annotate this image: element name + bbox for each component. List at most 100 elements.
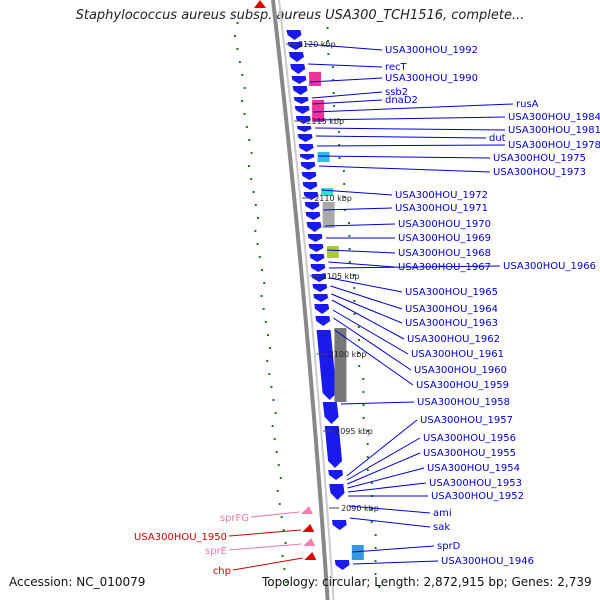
gc-mark-inner — [236, 48, 239, 50]
forward-gene-arrow — [294, 106, 310, 114]
gene-label: USA300HOU_1972 — [395, 190, 488, 201]
label-leader — [315, 135, 487, 139]
label-leader — [315, 127, 506, 131]
label-leader — [310, 77, 383, 83]
feature-block — [312, 100, 325, 122]
label-leader — [353, 560, 439, 565]
forward-gene-arrow — [300, 162, 316, 170]
reverse-gene-arrow — [254, 0, 266, 8]
gc-mark-inner — [273, 438, 276, 440]
gc-mark-inner — [269, 347, 272, 349]
label-leader — [346, 419, 418, 477]
label-leader — [347, 452, 421, 485]
gc-mark-outer — [326, 27, 329, 29]
label-leader — [348, 505, 431, 514]
gc-mark-outer — [343, 196, 346, 198]
label-leader — [332, 309, 409, 355]
gc-mark-inner — [280, 516, 283, 518]
forward-gene-arrow — [329, 484, 345, 500]
label-leader — [232, 557, 303, 571]
label-leader — [228, 543, 302, 551]
feature-block — [322, 202, 335, 228]
gc-mark-outer — [370, 508, 373, 510]
gc-mark-inner — [271, 425, 274, 427]
feature-block — [309, 72, 322, 86]
forward-gene-arrow — [316, 330, 337, 400]
gene-label: USA300HOU_1968 — [398, 248, 491, 259]
gene-label: sak — [433, 522, 450, 533]
gc-mark-inner — [283, 568, 286, 570]
feature-block — [321, 188, 334, 196]
gc-mark-inner — [263, 282, 266, 284]
label-leader — [305, 43, 383, 51]
gc-mark-inner — [278, 503, 281, 505]
feature-block — [326, 246, 339, 258]
gc-mark-outer — [332, 92, 335, 94]
gc-mark-inner — [257, 217, 260, 219]
gc-mark-outer — [378, 586, 381, 588]
gc-mark-inner — [241, 74, 244, 76]
tick-label: 2110 kbp — [314, 194, 352, 203]
label-leader — [347, 482, 427, 493]
label-leader — [312, 99, 383, 105]
gene-label: USA300HOU_1973 — [493, 167, 586, 178]
gc-mark-outer — [338, 144, 341, 146]
reverse-gene-arrow — [304, 552, 317, 560]
gc-mark-outer — [327, 53, 330, 55]
gc-mark-inner — [245, 126, 248, 128]
forward-gene-arrow — [306, 222, 322, 232]
forward-gene-arrow — [310, 264, 326, 272]
forward-gene-arrow — [286, 30, 302, 40]
forward-gene-arrow — [308, 244, 324, 252]
gc-mark-outer — [348, 261, 351, 263]
gc-mark-inner — [262, 308, 265, 310]
gc-mark-inner — [241, 100, 244, 102]
forward-gene-arrow — [293, 97, 309, 104]
backbone-line — [271, 0, 330, 600]
label-leader — [321, 189, 393, 196]
gc-mark-inner — [247, 165, 250, 167]
gc-mark-outer — [353, 287, 356, 289]
gc-mark-inner — [250, 178, 253, 180]
label-leader — [318, 165, 491, 173]
topology-text: Topology: circular; Length: 2,872,915 bp… — [262, 575, 592, 589]
gc-mark-outer — [337, 118, 340, 120]
gc-mark-outer — [333, 105, 336, 107]
gene-label: USA300HOU_1975 — [493, 153, 586, 164]
forward-gene-arrow — [309, 254, 325, 262]
gene-label: sprFG — [220, 513, 249, 524]
gc-mark-inner — [268, 373, 271, 375]
forward-gene-arrow — [313, 294, 329, 302]
gc-mark-inner — [243, 113, 246, 115]
gc-mark-outer — [374, 560, 377, 562]
label-leader — [317, 155, 491, 159]
gc-mark-inner — [256, 243, 259, 245]
label-leader — [250, 511, 300, 518]
tick-label: 2115 kbp — [306, 117, 344, 126]
gene-label: USA300HOU_1955 — [423, 448, 516, 459]
gc-mark-inner — [233, 35, 236, 37]
gene-label: USA300HOU_1965 — [405, 287, 498, 298]
forward-gene-arrow — [299, 154, 315, 160]
gc-mark-outer — [357, 326, 360, 328]
gc-mark-inner — [254, 204, 257, 206]
label-leader — [333, 317, 412, 371]
forward-gene-arrow — [312, 284, 328, 292]
label-leader — [228, 529, 301, 537]
gc-mark-inner — [281, 555, 284, 557]
backbone-shadow — [278, 0, 335, 600]
gc-mark-outer — [348, 235, 351, 237]
gene-label: ami — [433, 508, 452, 519]
gc-mark-inner — [254, 230, 257, 232]
label-leader — [327, 249, 396, 254]
forward-gene-arrow — [295, 116, 311, 124]
gc-mark-outer — [370, 482, 373, 484]
gc-mark-inner — [282, 529, 285, 531]
label-leader — [328, 261, 396, 268]
gene-label: USA300HOU_1978 — [508, 140, 600, 151]
gc-mark-outer — [337, 131, 340, 133]
gene-label: USA300HOU_1958 — [417, 397, 510, 408]
gc-mark-outer — [353, 313, 356, 315]
tick-label: 2100 kbp — [329, 350, 367, 359]
